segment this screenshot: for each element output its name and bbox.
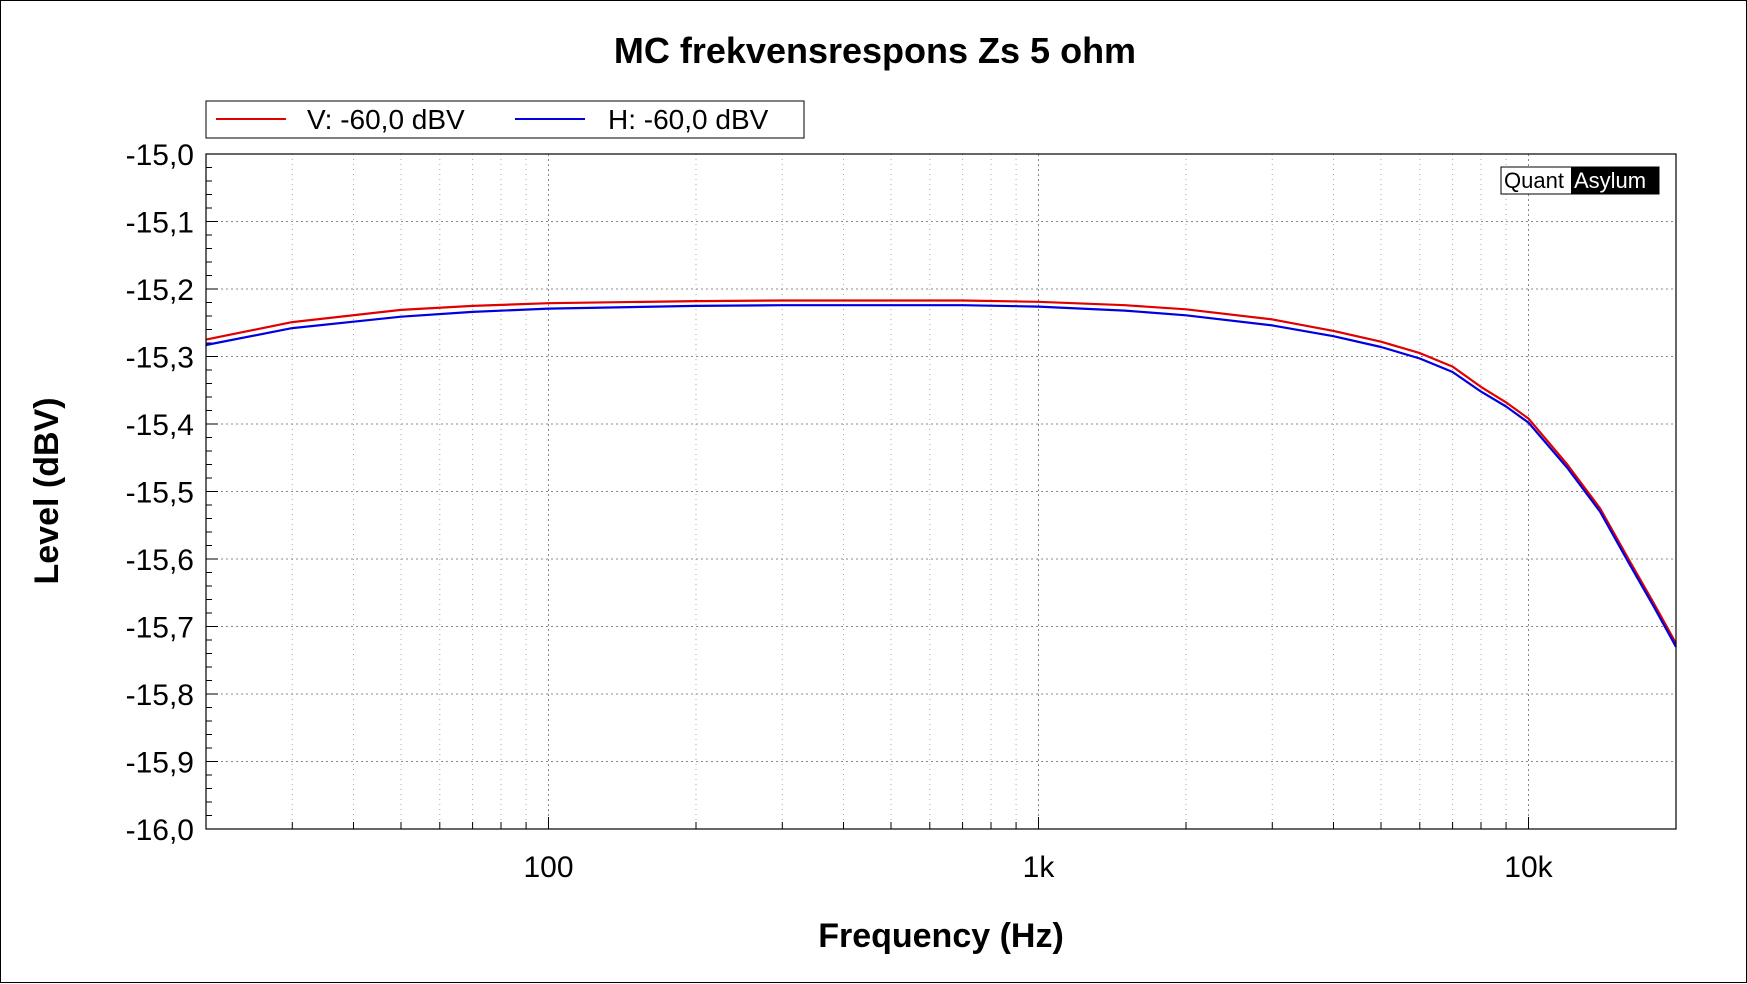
legend: V: -60,0 dBV H: -60,0 dBV [205, 100, 805, 139]
plot-area-border [205, 153, 1677, 830]
y-tick-label: -15,7 [126, 612, 194, 645]
x-tick-label: 1k [1023, 851, 1056, 884]
legend-label-v: V: -60,0 dBV [307, 104, 465, 135]
y-tick-labels: -15,0 -15,1 -15,2 -15,3 -15,4 -15,5 -15,6 -15,7… [126, 139, 194, 847]
grid [206, 153, 1676, 830]
y-tick-label: -15,4 [126, 409, 194, 442]
y-tick-label: -15,0 [126, 139, 194, 172]
quantasylum-logo: Quant Asylum [1500, 166, 1660, 195]
y-tick-label: -15,8 [126, 679, 194, 712]
series-line-h [205, 304, 1677, 648]
legend-box [205, 100, 805, 139]
y-tick-label: -16,0 [126, 814, 194, 847]
x-tick-label: 10k [1504, 851, 1553, 884]
logo-text-quant: Quant [1504, 168, 1564, 193]
y-tick-label: -15,2 [126, 274, 194, 307]
x-axis-label: Frequency (Hz) [818, 917, 1064, 955]
y-tick-label: -15,9 [126, 747, 194, 780]
logo-text-asylum: Asylum [1574, 168, 1646, 193]
y-tick-label: -15,1 [126, 207, 194, 240]
logo-dark-block [1571, 167, 1659, 194]
y-tick-label: -15,6 [126, 544, 194, 577]
legend-label-h: H: -60,0 dBV [608, 104, 769, 135]
x-tick-label: 100 [523, 851, 573, 884]
series-line-v [205, 299, 1677, 644]
x-tick-labels: 100 1k 10k [523, 851, 1553, 884]
y-tick-label: -15,3 [126, 342, 194, 375]
y-tick-label: -15,5 [126, 477, 194, 510]
y-axis-label: Level (dBV) [28, 397, 66, 584]
series-layer [205, 299, 1677, 648]
chart-title: MC frekvensrespons Zs 5 ohm [614, 30, 1136, 71]
